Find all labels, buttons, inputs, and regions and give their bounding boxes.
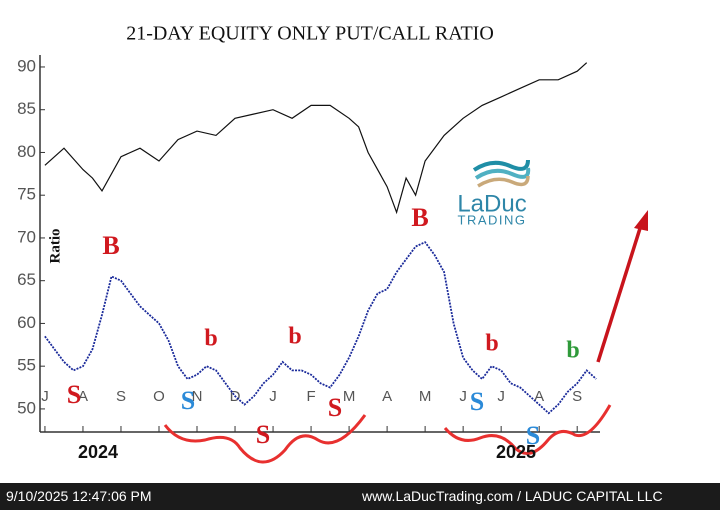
y-tick-label: 65 <box>17 270 36 289</box>
annotation: S <box>526 421 540 450</box>
x-tick-label: M <box>343 388 356 405</box>
series-line <box>44 62 588 215</box>
annotation: S <box>181 386 195 415</box>
y-tick-label: 80 <box>17 142 36 161</box>
x-tick-label: J <box>41 388 49 405</box>
chart-title: 21-DAY EQUITY ONLY PUT/CALL RATIO <box>126 23 494 45</box>
annotation: b <box>566 338 579 364</box>
y-tick-label: 55 <box>17 356 36 375</box>
logo-wave <box>477 175 530 188</box>
squiggle <box>163 414 367 464</box>
y-tick-label: 50 <box>17 398 36 417</box>
y-tick-label: 90 <box>17 56 36 75</box>
y-tick-label: 60 <box>17 313 36 332</box>
annotation: S <box>67 380 81 409</box>
logo: LaDuc TRADING <box>457 159 531 227</box>
chart: 21-DAY EQUITY ONLY PUT/CALL RATIO Ratio … <box>17 23 648 464</box>
annotation: b <box>485 331 498 357</box>
footer: 9/10/2025 12:47:06 PM www.LaDucTrading.c… <box>0 483 720 510</box>
logo-wave <box>472 159 530 172</box>
x-tick-label: J <box>459 388 467 405</box>
y-tick-label: 85 <box>17 99 36 118</box>
year-label: 2025 <box>496 442 536 462</box>
x-tick-label: A <box>534 388 544 405</box>
x-tick-label: S <box>572 388 582 405</box>
timestamp: 9/10/2025 12:47:06 PM <box>6 488 152 504</box>
annotation: S <box>256 420 270 449</box>
annotation: B <box>102 231 119 260</box>
logo-wave <box>474 167 531 180</box>
logo-name: LaDuc <box>457 190 526 217</box>
annotation: S <box>470 387 484 416</box>
x-tick-label: N <box>192 388 203 405</box>
arrow <box>596 221 644 363</box>
source: www.LaDucTrading.com / LADUC CAPITAL LLC <box>362 488 663 504</box>
arrow-head <box>634 210 648 231</box>
x-tick-label: J <box>269 388 277 405</box>
y-tick-label: 75 <box>17 185 36 204</box>
annotation: b <box>204 326 217 352</box>
annotation: B <box>411 203 428 232</box>
x-tick-label: J <box>497 388 505 405</box>
x-tick-label: F <box>306 388 315 405</box>
annotation: S <box>328 393 342 422</box>
annotation: b <box>288 324 301 350</box>
year-label: 2024 <box>78 442 118 462</box>
x-tick-label: O <box>153 388 165 405</box>
x-tick-label: M <box>419 388 432 405</box>
logo-sub: TRADING <box>458 212 527 227</box>
x-tick-label: A <box>78 388 88 405</box>
y-tick-label: 70 <box>17 227 36 246</box>
squiggle <box>443 404 612 455</box>
y-axis-label: Ratio <box>47 229 63 264</box>
x-tick-label: A <box>382 388 392 405</box>
series-line <box>44 241 597 415</box>
x-tick-label: S <box>116 388 126 405</box>
